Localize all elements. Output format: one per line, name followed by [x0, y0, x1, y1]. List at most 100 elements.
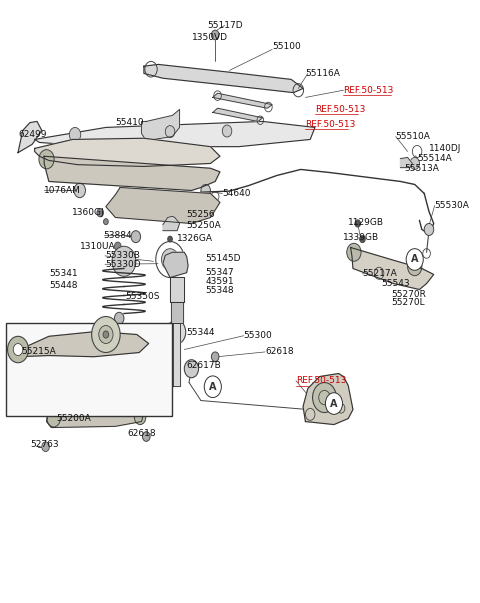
Text: 1339GB: 1339GB: [343, 233, 379, 242]
Text: 1129GB: 1129GB: [348, 218, 384, 227]
Circle shape: [168, 236, 172, 242]
Circle shape: [74, 183, 85, 198]
Text: REF.50-513: REF.50-513: [296, 376, 346, 385]
Circle shape: [347, 243, 361, 261]
Polygon shape: [35, 121, 315, 147]
Text: 62618: 62618: [127, 429, 156, 438]
Polygon shape: [18, 121, 42, 153]
Circle shape: [167, 320, 186, 344]
Text: 1326GA: 1326GA: [177, 234, 213, 243]
Text: 62618: 62618: [265, 347, 294, 356]
Circle shape: [134, 410, 146, 425]
Polygon shape: [350, 247, 434, 289]
Text: 55448: 55448: [49, 281, 77, 290]
Polygon shape: [35, 138, 220, 166]
Circle shape: [161, 248, 179, 270]
Text: 1350VD: 1350VD: [192, 33, 228, 42]
Circle shape: [211, 30, 219, 40]
Circle shape: [184, 360, 199, 377]
Text: 1076AM: 1076AM: [44, 186, 81, 195]
Text: 55341: 55341: [49, 269, 78, 278]
Circle shape: [42, 442, 49, 452]
Polygon shape: [213, 93, 272, 108]
Circle shape: [201, 185, 210, 197]
Text: 55543: 55543: [382, 279, 410, 288]
Text: 55330B: 55330B: [105, 251, 140, 260]
Text: 1310UA: 1310UA: [80, 242, 115, 251]
Polygon shape: [171, 302, 183, 323]
Text: REF.50-513: REF.50-513: [315, 105, 365, 114]
Polygon shape: [106, 188, 220, 224]
Circle shape: [114, 312, 124, 324]
Circle shape: [104, 219, 108, 225]
Circle shape: [97, 209, 104, 217]
Polygon shape: [163, 216, 180, 231]
Text: 55270R: 55270R: [391, 290, 426, 299]
Text: 1140DJ: 1140DJ: [429, 144, 461, 153]
Circle shape: [410, 157, 420, 169]
Circle shape: [312, 382, 336, 412]
Circle shape: [355, 220, 360, 227]
Text: 55200A: 55200A: [56, 414, 91, 423]
Polygon shape: [144, 65, 303, 93]
Text: 55217A: 55217A: [362, 270, 397, 279]
Circle shape: [325, 393, 343, 414]
Polygon shape: [173, 323, 180, 385]
Bar: [6, 323, 172, 415]
Text: 55530A: 55530A: [435, 201, 469, 210]
Circle shape: [13, 344, 23, 356]
Circle shape: [143, 432, 150, 441]
Text: 62617B: 62617B: [187, 361, 221, 370]
Polygon shape: [47, 406, 144, 428]
Polygon shape: [170, 277, 184, 302]
Circle shape: [360, 236, 365, 242]
Circle shape: [114, 242, 121, 250]
Polygon shape: [44, 156, 220, 191]
Circle shape: [103, 331, 109, 338]
Polygon shape: [303, 373, 353, 425]
Circle shape: [69, 127, 81, 142]
Text: 55256: 55256: [187, 210, 216, 219]
Polygon shape: [142, 109, 180, 140]
Text: 52763: 52763: [30, 440, 59, 449]
Circle shape: [406, 248, 423, 270]
Circle shape: [408, 257, 422, 276]
Text: 55344: 55344: [187, 328, 215, 337]
Text: A: A: [330, 399, 338, 409]
Text: A: A: [209, 382, 216, 392]
Text: 55513A: 55513A: [404, 164, 439, 172]
Text: REF.50-513: REF.50-513: [305, 120, 356, 129]
Polygon shape: [13, 332, 149, 357]
Text: 55145D: 55145D: [205, 254, 241, 264]
Text: 55215A: 55215A: [21, 347, 56, 356]
Circle shape: [157, 194, 178, 220]
Text: 55116A: 55116A: [305, 69, 340, 78]
Circle shape: [222, 125, 232, 137]
Text: 55350S: 55350S: [125, 292, 159, 301]
Text: REF.50-513: REF.50-513: [344, 86, 394, 95]
Text: 55347: 55347: [205, 268, 234, 277]
Circle shape: [99, 326, 113, 344]
Circle shape: [165, 125, 175, 137]
Text: A: A: [411, 254, 419, 265]
Text: 55330D: 55330D: [105, 260, 141, 269]
Circle shape: [211, 352, 219, 362]
Text: 55270L: 55270L: [391, 298, 425, 307]
Polygon shape: [213, 108, 263, 121]
Text: 55250A: 55250A: [187, 221, 221, 230]
Circle shape: [47, 410, 60, 427]
Text: 55100: 55100: [272, 42, 301, 51]
Circle shape: [112, 246, 136, 276]
Circle shape: [39, 150, 54, 169]
Circle shape: [204, 376, 221, 397]
Text: 1360GJ: 1360GJ: [72, 208, 104, 217]
Text: 55510A: 55510A: [396, 132, 431, 141]
Text: 55410: 55410: [115, 118, 144, 127]
Text: 55117D: 55117D: [207, 21, 242, 30]
Polygon shape: [400, 157, 412, 168]
Text: 55300: 55300: [244, 331, 273, 340]
Text: 55348: 55348: [205, 286, 234, 295]
Text: 43591: 43591: [205, 277, 234, 286]
Text: 53884: 53884: [104, 231, 132, 240]
Text: 55514A: 55514A: [417, 154, 452, 163]
